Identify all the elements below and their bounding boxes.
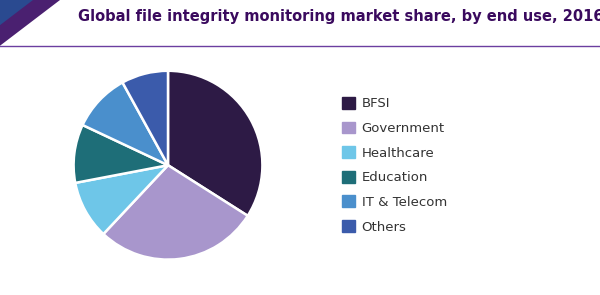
Wedge shape — [83, 83, 168, 165]
Polygon shape — [0, 0, 60, 46]
Wedge shape — [168, 71, 262, 216]
Text: Global file integrity monitoring market share, by end use, 2016 (%): Global file integrity monitoring market … — [78, 9, 600, 24]
Wedge shape — [74, 125, 168, 183]
Wedge shape — [75, 165, 168, 234]
Wedge shape — [103, 165, 248, 260]
Legend: BFSI, Government, Healthcare, Education, IT & Telecom, Others: BFSI, Government, Healthcare, Education,… — [337, 92, 452, 239]
Wedge shape — [122, 71, 168, 165]
Polygon shape — [0, 0, 33, 25]
